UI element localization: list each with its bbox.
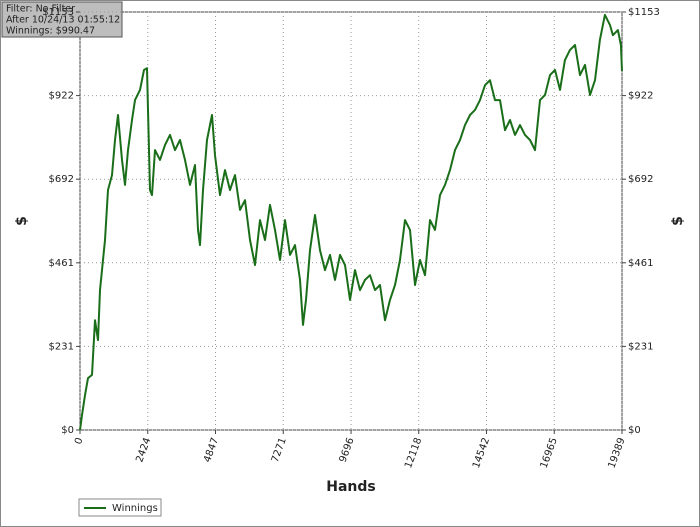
y-axis-title: $ <box>14 216 30 226</box>
legend-label: Winnings <box>112 503 158 514</box>
y-tick-label: $692 <box>49 174 74 185</box>
y-tick-label-right: $461 <box>628 258 653 269</box>
line <box>79 13 623 431</box>
y-tick-label-right: $0 <box>628 425 641 436</box>
y-tick-label: $231 <box>49 341 74 352</box>
y-tick-label-right: $231 <box>628 341 653 352</box>
info-box <box>1 1 123 38</box>
info-text: Winnings: $990.47 <box>6 26 95 37</box>
y-axis-title-right: $ <box>670 216 686 226</box>
y-tick-label-right: $1153 <box>628 7 660 18</box>
y-tick-label: $461 <box>49 258 74 269</box>
y-tick-label-right: $692 <box>628 174 653 185</box>
info-text: Filter: No Filter <box>6 4 75 15</box>
y-tick-label: $922 <box>49 91 74 102</box>
y-tick-label: $1153 <box>42 7 74 18</box>
legend <box>78 498 162 517</box>
x-tick-label: 0 <box>73 436 86 446</box>
y-tick-label-right: $922 <box>628 91 653 102</box>
x-axis-title: Hands <box>326 479 376 495</box>
plot-area <box>79 11 623 431</box>
y-tick-label: $0 <box>61 425 74 436</box>
info-text: After 10/24/13 01:55:12 <box>6 15 120 26</box>
